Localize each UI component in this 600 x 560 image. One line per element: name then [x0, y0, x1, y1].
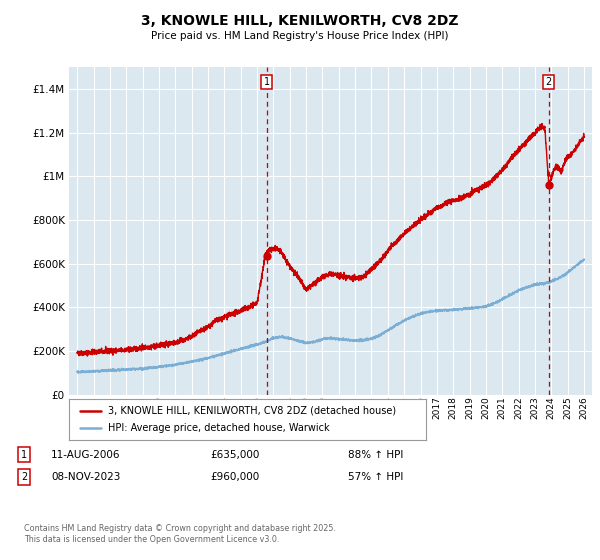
- Text: £635,000: £635,000: [210, 450, 259, 460]
- Text: 2: 2: [546, 77, 552, 87]
- Text: 08-NOV-2023: 08-NOV-2023: [51, 472, 121, 482]
- Text: 57% ↑ HPI: 57% ↑ HPI: [348, 472, 403, 482]
- Text: HPI: Average price, detached house, Warwick: HPI: Average price, detached house, Warw…: [108, 423, 330, 433]
- Text: 88% ↑ HPI: 88% ↑ HPI: [348, 450, 403, 460]
- Text: 3, KNOWLE HILL, KENILWORTH, CV8 2DZ: 3, KNOWLE HILL, KENILWORTH, CV8 2DZ: [141, 14, 459, 28]
- Text: £960,000: £960,000: [210, 472, 259, 482]
- Text: 1: 1: [21, 450, 27, 460]
- Text: 3, KNOWLE HILL, KENILWORTH, CV8 2DZ (detached house): 3, KNOWLE HILL, KENILWORTH, CV8 2DZ (det…: [108, 405, 397, 416]
- Text: Contains HM Land Registry data © Crown copyright and database right 2025.
This d: Contains HM Land Registry data © Crown c…: [24, 524, 336, 544]
- Text: 11-AUG-2006: 11-AUG-2006: [51, 450, 121, 460]
- Text: 1: 1: [264, 77, 270, 87]
- Text: 2: 2: [21, 472, 27, 482]
- Text: Price paid vs. HM Land Registry's House Price Index (HPI): Price paid vs. HM Land Registry's House …: [151, 31, 449, 41]
